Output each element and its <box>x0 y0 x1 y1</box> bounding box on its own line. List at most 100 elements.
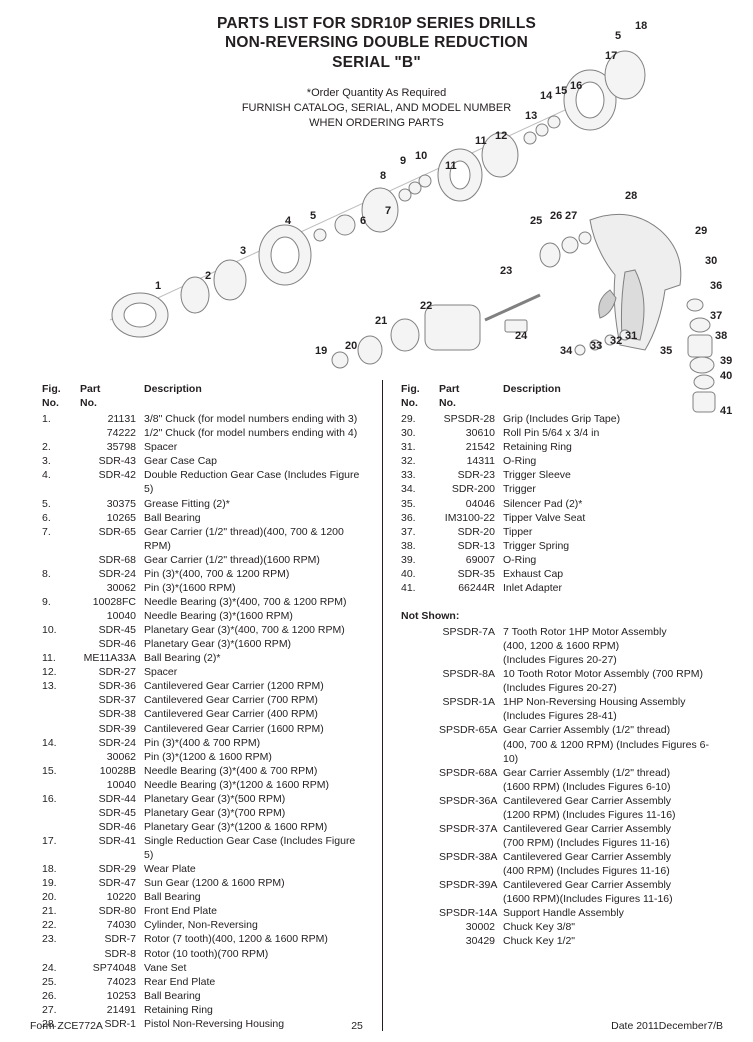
page-title: PARTS LIST FOR SDR10P SERIES DRILLS NON-… <box>0 0 753 72</box>
callout-number: 10 <box>415 150 427 162</box>
part-no: 35798 <box>80 440 144 454</box>
part-desc: Cantilevered Gear Carrier (1200 RPM) <box>144 679 364 693</box>
part-desc: (Includes Figures 20-27) <box>503 653 723 667</box>
fig-no <box>42 947 80 961</box>
fig-no <box>42 707 80 721</box>
part-desc: Ball Bearing <box>144 890 364 904</box>
callout-number: 33 <box>590 340 602 352</box>
part-no: 30062 <box>80 581 144 595</box>
hdr-no: No. <box>42 396 80 410</box>
fig-no: 20. <box>42 890 80 904</box>
part-desc: Pin (3)*(400, 700 & 1200 RPM) <box>144 567 364 581</box>
part-desc: Gear Carrier (1/2" thread)(400, 700 & 12… <box>144 525 364 553</box>
parts-row: 30062Pin (3)*(1600 RPM) <box>42 581 364 595</box>
part-no: SDR-38 <box>80 707 144 721</box>
parts-row: SDR-46Planetary Gear (3)*(1200 & 1600 RP… <box>42 820 364 834</box>
fig-no: 24. <box>42 961 80 975</box>
fig-no: 40. <box>401 567 439 581</box>
fig-no: 30. <box>401 426 439 440</box>
parts-row: 38.SDR-13Trigger Spring <box>401 539 723 553</box>
parts-row: 30002Chuck Key 3/8" <box>401 920 723 934</box>
parts-column-right: Fig. No. Part No. Description 29.SPSDR-2… <box>401 382 723 1031</box>
part-desc: Support Handle Assembly <box>503 906 723 920</box>
parts-row: SPSDR-36ACantilevered Gear Carrier Assem… <box>401 794 723 808</box>
parts-row: 30062Pin (3)*(1200 & 1600 RPM) <box>42 750 364 764</box>
order-note-3: WHEN ORDERING PARTS <box>0 116 753 131</box>
parts-row: 19.SDR-47Sun Gear (1200 & 1600 RPM) <box>42 876 364 890</box>
part-desc: 1HP Non-Reversing Housing Assembly <box>503 695 723 709</box>
part-desc: Ball Bearing <box>144 989 364 1003</box>
fig-no: 2. <box>42 440 80 454</box>
part-no: 30610 <box>439 426 503 440</box>
part-desc: Trigger <box>503 482 723 496</box>
parts-row: 6.10265Ball Bearing <box>42 511 364 525</box>
parts-row: SPSDR-14ASupport Handle Assembly <box>401 906 723 920</box>
part-no: SPSDR-65A <box>439 723 503 737</box>
parts-row: SDR-37Cantilevered Gear Carrier (700 RPM… <box>42 693 364 707</box>
callout-number: 21 <box>375 315 387 327</box>
part-no <box>439 892 503 906</box>
part-desc: Chuck Key 3/8" <box>503 920 723 934</box>
callout-number: 6 <box>360 215 366 227</box>
part-desc: (400, 700 & 1200 RPM) (Includes Figures … <box>503 738 723 766</box>
parts-list: Fig. No. Part No. Description 1.211313/8… <box>42 382 723 1031</box>
part-no: 21491 <box>80 1003 144 1017</box>
part-no: SPSDR-7A <box>439 625 503 639</box>
order-note-1: *Order Quantity As Required <box>0 86 753 101</box>
parts-row: (400, 700 & 1200 RPM) (Includes Figures … <box>401 738 723 766</box>
part-no: SDR-42 <box>80 468 144 496</box>
callout-number: 34 <box>560 345 572 357</box>
fig-no <box>401 766 439 780</box>
part-no: 30375 <box>80 497 144 511</box>
part-no: SP74048 <box>80 961 144 975</box>
part-desc: Spacer <box>144 440 364 454</box>
exploded-diagram: 1234567891011111213141516171851920212223… <box>70 20 730 380</box>
part-no: SPSDR-38A <box>439 850 503 864</box>
callout-number: 11 <box>475 135 487 147</box>
callout-number: 7 <box>385 205 391 217</box>
parts-row: 5.30375Grease Fitting (2)* <box>42 497 364 511</box>
part-desc: Retaining Ring <box>144 1003 364 1017</box>
part-no <box>439 738 503 766</box>
fig-no <box>401 681 439 695</box>
part-no: SPSDR-14A <box>439 906 503 920</box>
part-desc: Cylinder, Non-Reversing <box>144 918 364 932</box>
parts-row: 25.74023Rear End Plate <box>42 975 364 989</box>
fig-no <box>401 920 439 934</box>
part-no: SPSDR-1A <box>439 695 503 709</box>
part-desc: (1200 RPM) (Includes Figures 11-16) <box>503 808 723 822</box>
footer-page: 25 <box>351 1020 363 1032</box>
part-desc: Exhaust Cap <box>503 567 723 581</box>
title-line-2: NON-REVERSING DOUBLE REDUCTION <box>0 33 753 52</box>
parts-row: 40.SDR-35Exhaust Cap <box>401 567 723 581</box>
parts-row: 8.SDR-24Pin (3)*(400, 700 & 1200 RPM) <box>42 567 364 581</box>
part-desc: Ball Bearing (2)* <box>144 651 364 665</box>
part-no: SDR-35 <box>439 567 503 581</box>
part-desc: (Includes Figures 20-27) <box>503 681 723 695</box>
parts-row: 30.30610Roll Pin 5/64 x 3/4 in <box>401 426 723 440</box>
page-footer: Form ZCE772A 25 Date 2011December7/B <box>30 1020 723 1032</box>
callout-number: 5 <box>310 210 316 222</box>
part-no <box>439 681 503 695</box>
callout-number: 2 <box>205 270 211 282</box>
part-no: IM3100-22 <box>439 511 503 525</box>
callout-number: 36 <box>710 280 722 292</box>
parts-row: (400 RPM) (Includes Figures 11-16) <box>401 864 723 878</box>
fig-no: 32. <box>401 454 439 468</box>
fig-no: 7. <box>42 525 80 553</box>
fig-no: 13. <box>42 679 80 693</box>
fig-no <box>401 780 439 794</box>
callout-number: 31 <box>625 330 637 342</box>
part-no: SDR-45 <box>80 806 144 820</box>
part-no: 21131 <box>80 412 144 426</box>
parts-row: 39.69007O-Ring <box>401 553 723 567</box>
parts-row: 2.35798Spacer <box>42 440 364 454</box>
fig-no <box>42 637 80 651</box>
part-desc: O-Ring <box>503 454 723 468</box>
part-desc: Tipper Valve Seat <box>503 511 723 525</box>
part-desc: O-Ring <box>503 553 723 567</box>
fig-no: 5. <box>42 497 80 511</box>
part-no: SDR-65 <box>80 525 144 553</box>
part-desc: Cantilevered Gear Carrier (400 RPM) <box>144 707 364 721</box>
part-no: 30062 <box>80 750 144 764</box>
